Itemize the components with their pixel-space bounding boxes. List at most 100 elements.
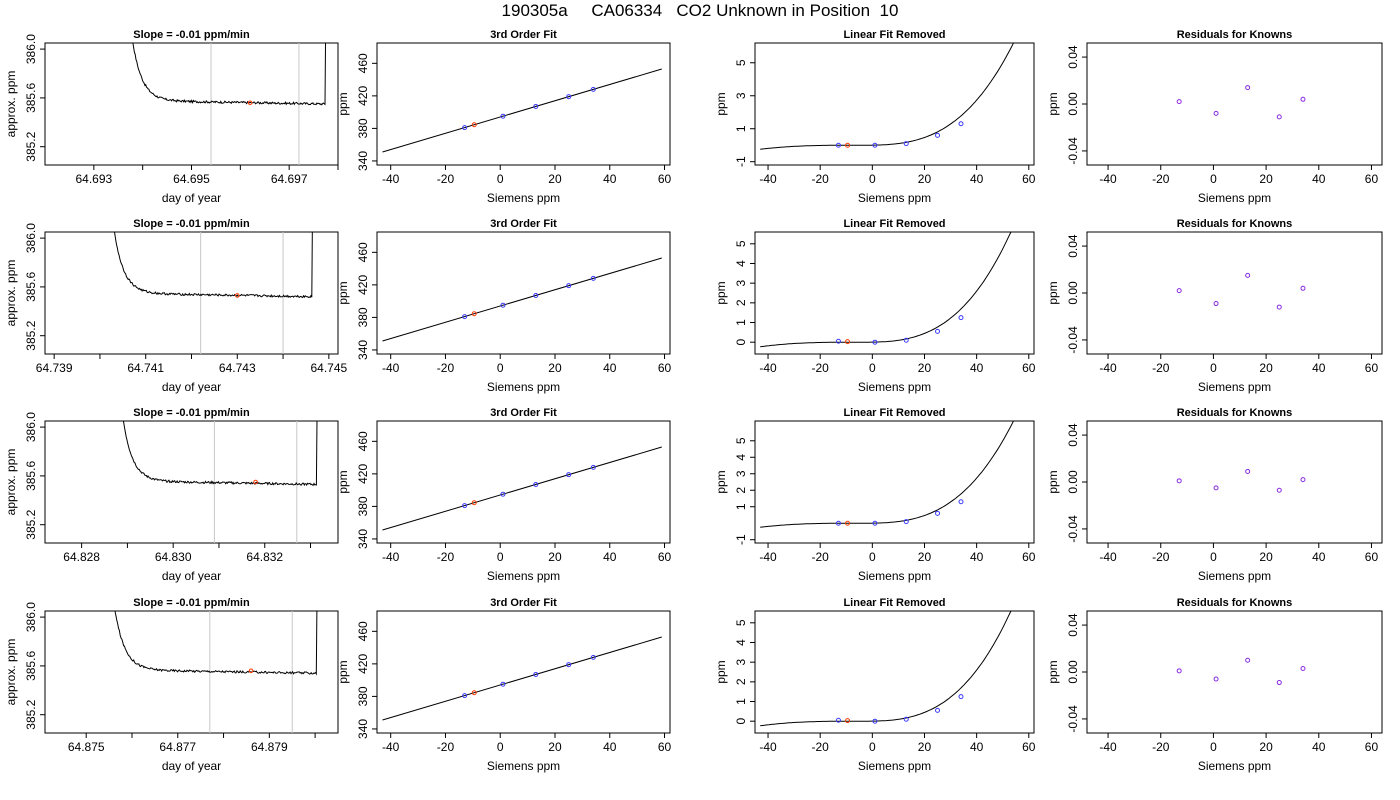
x-tick-label: 20 <box>548 172 562 186</box>
plot-title: Residuals for Knowns <box>1177 597 1293 609</box>
chart-panel-r4-c2: 3rd Order Fit Siemens ppm ppm -40 -20 0 20 40 60… <box>336 597 672 773</box>
plot-area <box>132 43 327 165</box>
plot-area <box>760 421 1015 528</box>
plot-title: Residuals for Knowns <box>1177 407 1293 419</box>
x-tick-label: -40 <box>382 361 400 375</box>
x-axis-label: day of year <box>162 569 221 583</box>
known-standard-point <box>903 141 909 147</box>
residual-point <box>1176 668 1182 674</box>
unknown-mean-point <box>234 293 240 298</box>
unknown-sample-point <box>845 718 851 724</box>
plot-title: Slope = -0.01 ppm/min <box>133 407 250 419</box>
y-tick-label: 1 <box>734 503 748 510</box>
y-tick-label: 385.2 <box>24 509 38 539</box>
plot-title: 3rd Order Fit <box>490 218 557 230</box>
x-tick-label: 40 <box>603 172 617 186</box>
unknown-sample-point <box>471 122 477 128</box>
y-tick-label: -0.04 <box>1066 705 1080 733</box>
x-tick-label: 60 <box>658 361 672 375</box>
plot-title: Slope = -0.01 ppm/min <box>133 29 250 41</box>
x-axis-label: Siemens ppm <box>858 569 931 583</box>
chart-panel-r2-c3: Linear Fit Removed Siemens ppm ppm -40 -20 0 2… <box>714 218 1036 394</box>
y-tick-label: 386.0 <box>24 412 38 442</box>
known-standard-point <box>958 315 964 321</box>
unknown-sample-point <box>845 339 851 345</box>
x-tick-label: 0 <box>497 740 504 754</box>
x-tick-label: 20 <box>918 361 932 375</box>
x-tick-label: 64.879 <box>251 740 288 754</box>
unknown-sample-point <box>471 690 477 696</box>
x-axis-label: Siemens ppm <box>487 569 560 583</box>
y-tick-label: 340 <box>356 719 370 739</box>
known-standard-point <box>533 103 539 109</box>
residual-point <box>1276 114 1282 120</box>
x-axis-label: Siemens ppm <box>1198 569 1271 583</box>
x-tick-label: 0 <box>497 361 504 375</box>
x-tick-label: 20 <box>918 740 932 754</box>
ppm-trace-line <box>114 232 313 299</box>
x-tick-label: 60 <box>1365 550 1379 564</box>
residual-point <box>1276 680 1282 686</box>
unknown-sample-point <box>845 520 851 526</box>
plot-area <box>114 611 318 733</box>
y-axis-label: ppm <box>714 281 728 304</box>
residual-point <box>1213 110 1219 116</box>
known-standard-point <box>835 520 841 526</box>
x-tick-label: -20 <box>437 740 455 754</box>
y-tick-label: 5 <box>734 619 748 626</box>
plot-frame <box>376 610 671 734</box>
plot-frame <box>44 420 339 544</box>
known-standard-point <box>462 125 468 131</box>
ppm-trace-line <box>132 43 327 106</box>
residual-point <box>1213 301 1219 307</box>
x-tick-label: -40 <box>382 550 400 564</box>
x-tick-label: 60 <box>658 172 672 186</box>
y-tick-label: 0 <box>734 718 748 725</box>
y-axis-label: approx. ppm <box>4 260 18 327</box>
y-tick-label: 380 <box>356 496 370 516</box>
plot-frame <box>1086 610 1383 734</box>
x-tick-label: 0 <box>497 550 504 564</box>
x-tick-label: 20 <box>548 740 562 754</box>
y-tick-label: 0.04 <box>1066 613 1080 637</box>
x-tick-label: 20 <box>1259 550 1273 564</box>
x-tick-label: -20 <box>812 740 830 754</box>
page-title: 190305a CA06334 CO2 Unknown in Position … <box>501 1 899 20</box>
plot-frame <box>754 610 1035 734</box>
y-tick-label: 0.00 <box>1066 660 1080 684</box>
fit-residual-curve <box>760 43 1015 150</box>
known-standard-point <box>958 694 964 700</box>
residual-point <box>1245 272 1251 278</box>
fit-residual-curve <box>760 421 1015 528</box>
plot-area <box>1176 85 1306 120</box>
x-tick-label: -20 <box>437 172 455 186</box>
residual-point <box>1300 477 1306 483</box>
unknown-sample-point <box>471 500 477 506</box>
plot-area <box>1176 468 1306 493</box>
unknown-mean-point <box>248 668 254 674</box>
y-tick-label: 2 <box>734 487 748 494</box>
y-tick-label: 0.00 <box>1066 281 1080 305</box>
y-tick-label: 0.04 <box>1066 45 1080 69</box>
y-tick-label: 4 <box>734 260 748 267</box>
x-tick-label: -20 <box>1152 550 1170 564</box>
y-tick-label: 385.2 <box>24 699 38 729</box>
y-axis-label: approx. ppm <box>4 449 18 516</box>
x-tick-label: 64.877 <box>159 740 196 754</box>
x-axis-label: Siemens ppm <box>858 759 931 773</box>
y-tick-label: 3 <box>734 659 748 666</box>
known-standard-point <box>590 86 596 92</box>
known-standard-point <box>462 693 468 699</box>
x-tick-label: 40 <box>970 361 984 375</box>
x-tick-label: 20 <box>1259 361 1273 375</box>
x-tick-label: 60 <box>1365 740 1379 754</box>
x-tick-label: 60 <box>1022 172 1036 186</box>
y-tick-label: 420 <box>356 654 370 674</box>
x-tick-label: 64.697 <box>271 172 308 186</box>
x-axis-label: Siemens ppm <box>487 380 560 394</box>
y-axis-label: ppm <box>714 470 728 493</box>
plot-area <box>382 257 662 342</box>
x-tick-label: -20 <box>1152 740 1170 754</box>
known-standard-point <box>872 339 878 345</box>
y-tick-label: -1 <box>734 534 748 545</box>
